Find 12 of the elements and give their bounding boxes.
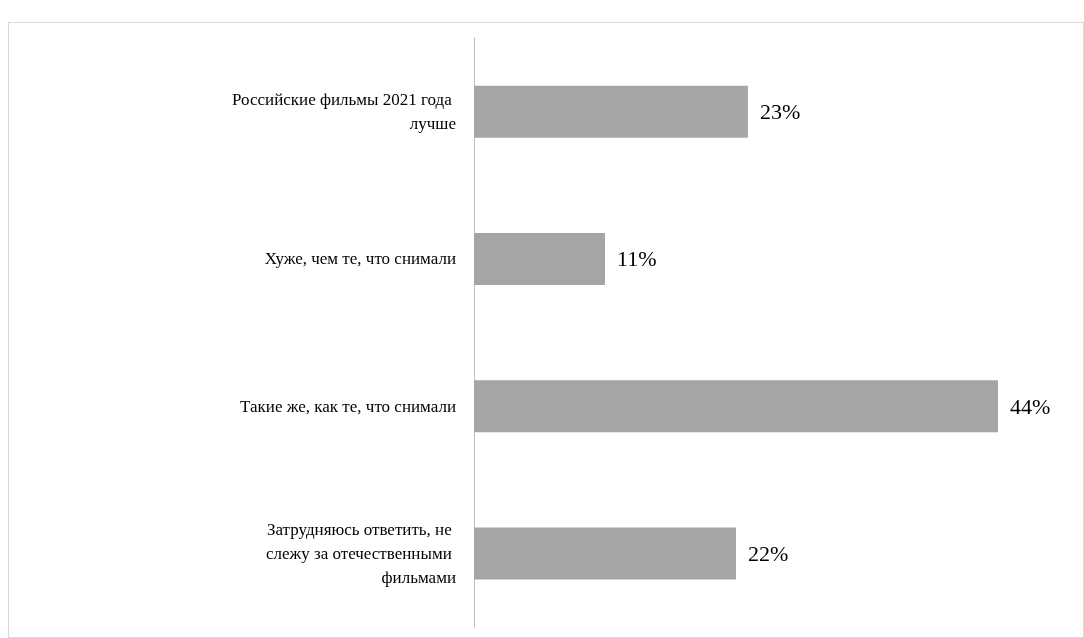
data-label: 23%: [759, 99, 801, 125]
bar: [474, 527, 736, 580]
y-tick-label: Российские фильмы 2021 года лучше: [232, 90, 456, 134]
data-label: 44%: [1010, 393, 1051, 419]
data-label: 11%: [617, 246, 657, 272]
bar: [474, 85, 748, 138]
y-tick-label: Такие же, как те, что снимали: [240, 396, 456, 416]
data-label: 22%: [748, 540, 789, 566]
y-tick-label: Затрудняюсь ответить, не слежу за отечественными фильмами: [265, 519, 456, 587]
bar: [474, 380, 998, 433]
y-tick-label: Хуже, чем те, что снимали: [264, 249, 456, 269]
bar: [474, 232, 605, 285]
